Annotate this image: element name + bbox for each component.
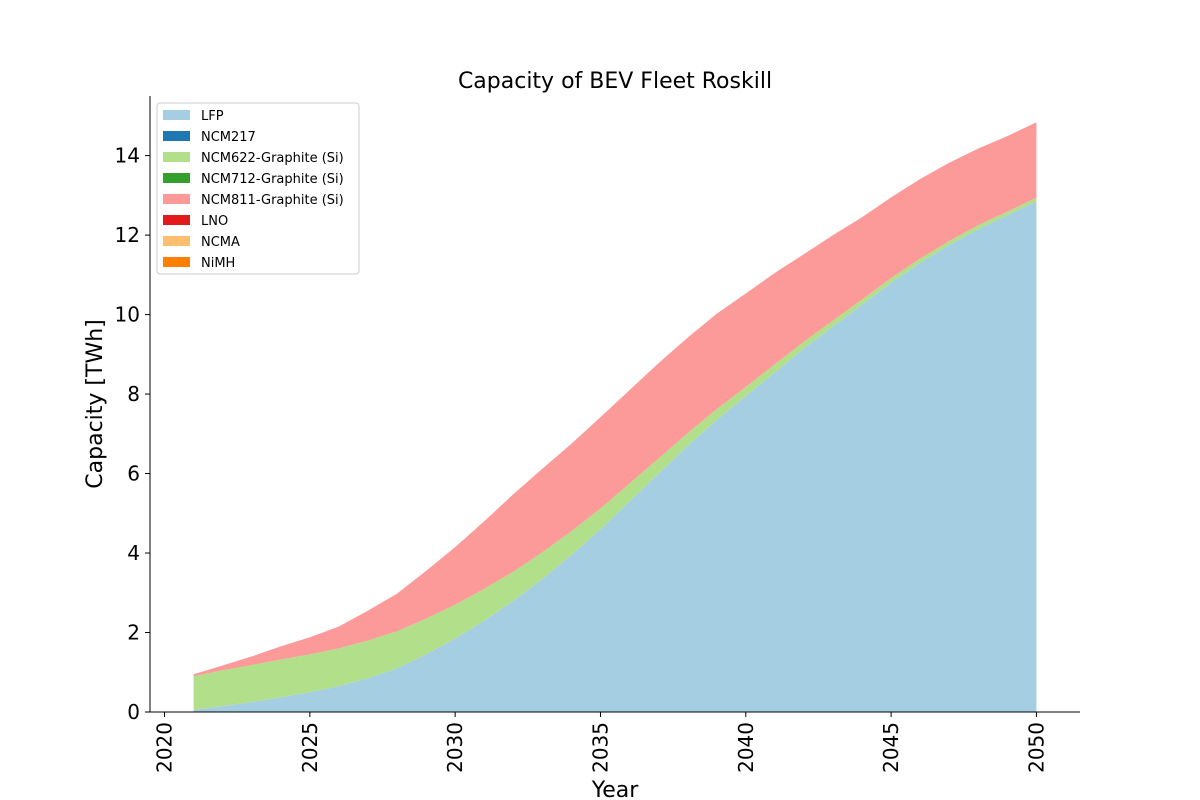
x-tick-label: 2040 xyxy=(734,722,758,773)
area-ncm622-graphite-si xyxy=(193,197,1037,711)
legend-swatch xyxy=(163,236,190,246)
legend-label: NCMA xyxy=(201,235,240,250)
legend-swatch xyxy=(163,257,190,267)
y-tick-label: 4 xyxy=(127,541,140,565)
legend-label: NCM217 xyxy=(201,130,256,145)
y-axis-title: Capacity [TWh] xyxy=(83,319,108,488)
legend-label: LFP xyxy=(201,109,224,124)
x-ticks: 2020 2025 2030 2035 2040 2045 2050 xyxy=(153,712,1048,773)
y-ticks: 0 2 4 6 8 10 12 14 xyxy=(115,144,150,724)
x-tick-label: 2020 xyxy=(153,722,177,773)
legend-label: LNO xyxy=(201,214,228,229)
y-tick-label: 14 xyxy=(115,144,140,168)
x-tick-label: 2025 xyxy=(298,722,322,773)
legend-label: NCM622-Graphite (Si) xyxy=(201,151,344,166)
y-tick-label: 8 xyxy=(127,382,140,406)
legend-swatch xyxy=(163,131,190,141)
legend-swatch xyxy=(163,110,190,120)
legend-label: NiMH xyxy=(201,256,235,271)
area-series-group xyxy=(193,122,1037,712)
legend-swatch xyxy=(163,152,190,162)
x-axis-title: Year xyxy=(591,778,640,800)
y-tick-label: 0 xyxy=(127,700,140,724)
legend-label: NCM712-Graphite (Si) xyxy=(201,172,344,187)
x-tick-label: 2045 xyxy=(879,722,903,773)
legend-frame xyxy=(156,102,360,275)
legend-swatch xyxy=(163,173,190,183)
legend-label: NCM811-Graphite (Si) xyxy=(201,193,344,208)
legend-swatch xyxy=(163,215,190,225)
x-tick-label: 2035 xyxy=(588,722,612,773)
area-lfp xyxy=(193,201,1037,712)
axes xyxy=(149,96,1080,713)
x-tick-label: 2050 xyxy=(1024,722,1048,773)
y-tick-label: 2 xyxy=(127,621,140,645)
legend-swatch xyxy=(163,194,190,204)
y-tick-label: 10 xyxy=(115,303,140,327)
area-ncm811-graphite-si xyxy=(193,122,1037,677)
chart-title: Capacity of BEV Fleet Roskill xyxy=(458,69,772,94)
y-tick-label: 12 xyxy=(115,223,140,247)
legend: LFP NCM217 NCM622-Graphite (Si) NCM712-Grap… xyxy=(156,102,360,275)
y-tick-label: 6 xyxy=(127,462,140,486)
x-tick-label: 2030 xyxy=(443,722,467,773)
